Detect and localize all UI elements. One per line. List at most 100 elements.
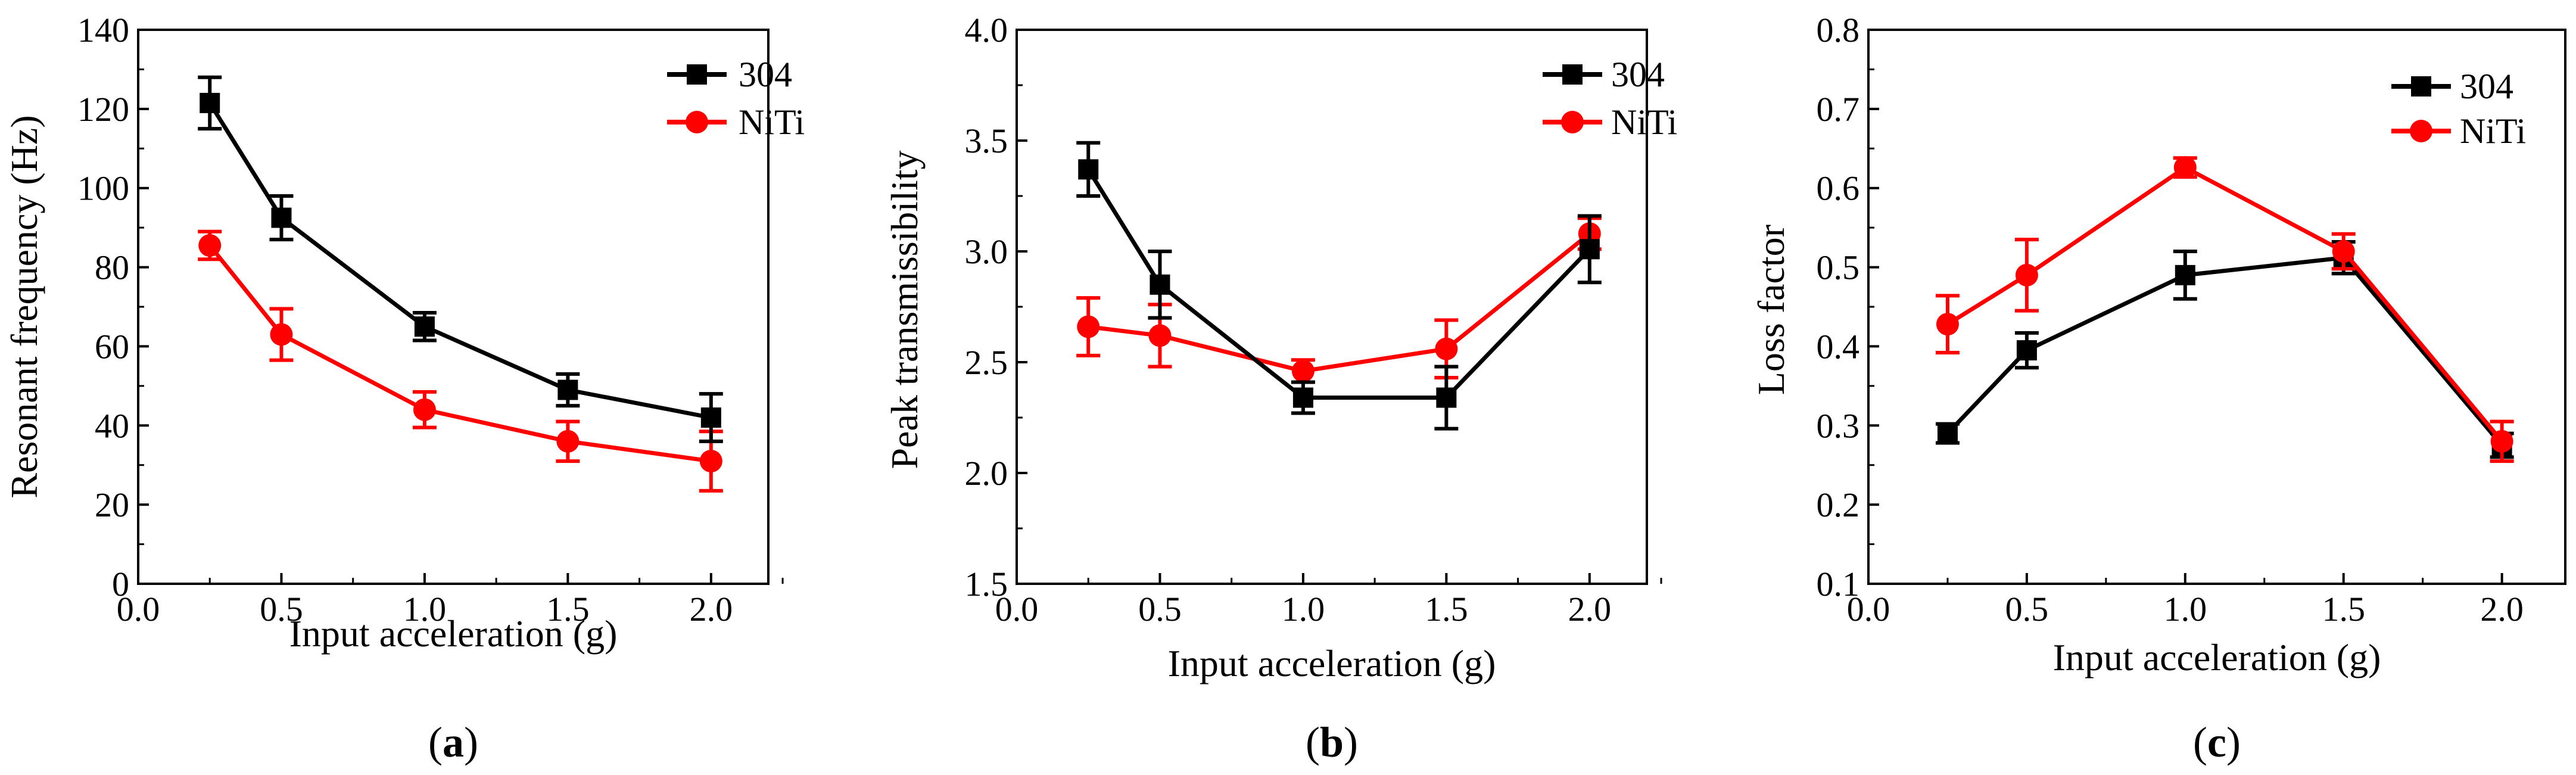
y-tick-label: 0.4 — [1817, 327, 1860, 366]
legend-marker-niti — [1561, 111, 1584, 133]
panel-a: 0 20 40 60 80 100 120 140 0.0 0.5 1.0 1.5 2.0 Input… — [3, 11, 805, 766]
y-tick-label: 2.5 — [965, 343, 1008, 382]
legend-label-niti: NiTi — [1611, 102, 1677, 142]
y-axis-label: Peak transmissibility — [883, 150, 926, 469]
x-tick-label: 1.5 — [546, 590, 590, 628]
data-point-304 — [557, 379, 578, 400]
x-tick-label: 0.5 — [260, 590, 303, 628]
y-tick-label: 140 — [77, 11, 129, 49]
y-tick-label: 3.5 — [965, 122, 1008, 160]
legend: 304 NiTi — [2391, 67, 2526, 151]
y-tick-label: 0 — [112, 565, 129, 603]
data-point-niti — [198, 234, 222, 257]
series-line-niti — [208, 244, 712, 463]
panel-caption: (c) — [2193, 718, 2241, 766]
legend-label-niti: NiTi — [739, 102, 805, 142]
y-tick-label: 0.7 — [1817, 90, 1860, 129]
plot-frame — [1016, 29, 1648, 585]
x-tick-label: 0.0 — [117, 590, 160, 628]
plot-frame — [137, 29, 770, 585]
y-ticks: 0.1 0.2 0.3 0.4 0.5 0.6 0.7 0.8 — [1817, 11, 1879, 603]
data-point-304 — [2016, 340, 2037, 361]
legend: 304 NiTi — [1543, 55, 1677, 142]
x-tick-label: 1.5 — [1425, 590, 1468, 628]
y-tick-label: 0.8 — [1817, 11, 1860, 49]
y-tick-label: 0.3 — [1817, 406, 1860, 445]
y-ticks: 1.5 2.0 2.5 3.0 3.5 4.0 — [965, 11, 1027, 603]
y-tick-label: 20 — [95, 485, 129, 524]
x-tick-label: 1.5 — [2322, 590, 2365, 628]
data-point-niti — [2015, 263, 2038, 287]
data-point-304 — [2175, 264, 2195, 285]
y-tick-label: 1.5 — [965, 565, 1008, 603]
panel-caption: (a) — [428, 718, 478, 766]
data-point-304 — [700, 407, 721, 428]
data-point-304 — [1078, 159, 1099, 180]
x-tick-label: 2.0 — [2480, 590, 2524, 628]
y-tick-label: 60 — [95, 327, 129, 366]
panel-caption: (b) — [1306, 718, 1358, 766]
x-tick-label: 0.0 — [995, 590, 1039, 628]
data-point-niti — [1291, 359, 1315, 382]
series-line-niti — [1946, 165, 2504, 443]
y-tick-label: 4.0 — [965, 11, 1008, 49]
legend-marker-304 — [2411, 76, 2431, 97]
y-ticks: 0 20 40 60 80 100 120 140 — [77, 11, 149, 603]
y-tick-label: 120 — [77, 90, 129, 129]
x-ticks: 0.0 0.5 1.0 1.5 2.0 — [1847, 573, 2524, 628]
x-ticks: 0.0 0.5 1.0 1.5 2.0 — [995, 573, 1662, 628]
y-tick-label: 3.0 — [965, 232, 1008, 271]
y-tick-label: 2.0 — [965, 454, 1008, 493]
data-point-niti — [270, 323, 293, 346]
x-tick-label: 0.5 — [1138, 590, 1182, 628]
data-point-niti — [1936, 313, 1959, 336]
y-tick-label: 0.1 — [1817, 565, 1860, 603]
data-point-304 — [1150, 274, 1170, 295]
y-tick-label: 0.2 — [1817, 485, 1860, 524]
y-tick-label: 0.5 — [1817, 248, 1860, 287]
legend-label-niti: NiTi — [2460, 111, 2526, 151]
x-axis-label: Input acceleration (g) — [2053, 636, 2381, 678]
panel-c: 0.1 0.2 0.3 0.4 0.5 0.6 0.7 0.8 0.0 0.5 1.0 1.5 2.0… — [1750, 11, 2566, 766]
panel-b: 1.5 2.0 2.5 3.0 3.5 4.0 0.0 0.5 1.0 1.5 2.0 Input… — [883, 11, 1677, 766]
legend-label-304: 304 — [1611, 55, 1665, 94]
data-point-304 — [1937, 423, 1958, 444]
x-tick-label: 2.0 — [1568, 590, 1612, 628]
x-tick-label: 1.0 — [1282, 590, 1325, 628]
x-tick-label: 0.0 — [1847, 590, 1890, 628]
data-point-niti — [2490, 429, 2513, 453]
data-point-niti — [2332, 240, 2355, 263]
legend-label-304: 304 — [2460, 67, 2513, 106]
data-point-niti — [556, 429, 580, 453]
y-tick-label: 100 — [77, 169, 129, 208]
data-point-304 — [1579, 239, 1600, 260]
legend-marker-304 — [1562, 64, 1583, 85]
data-point-304 — [1436, 387, 1457, 408]
y-tick-label: 80 — [95, 248, 129, 287]
x-tick-label: 0.5 — [2005, 590, 2049, 628]
y-axis-label: Resonant frequency (Hz) — [3, 115, 45, 498]
data-point-niti — [413, 398, 436, 421]
x-tick-label: 1.0 — [2164, 590, 2207, 628]
data-point-niti — [699, 450, 722, 473]
x-ticks: 0.0 0.5 1.0 1.5 2.0 — [117, 573, 784, 628]
series-line-niti — [1088, 232, 1591, 374]
x-tick-label: 2.0 — [690, 590, 733, 628]
legend-marker-niti — [686, 111, 708, 133]
data-point-304 — [200, 92, 220, 113]
y-axis-label: Loss factor — [1750, 225, 1792, 395]
x-axis-label: Input acceleration (g) — [1168, 642, 1496, 684]
legend-label-304: 304 — [739, 55, 792, 94]
data-point-niti — [1077, 315, 1100, 338]
y-tick-label: 40 — [95, 406, 129, 445]
x-tick-label: 1.0 — [403, 590, 447, 628]
legend-marker-niti — [2410, 120, 2432, 142]
data-point-304 — [271, 207, 292, 228]
legend-marker-304 — [687, 64, 707, 85]
legend: 304 NiTi — [667, 55, 805, 142]
data-point-304 — [1292, 387, 1313, 408]
data-point-niti — [2173, 156, 2197, 179]
data-point-niti — [1148, 324, 1172, 347]
data-point-niti — [1435, 337, 1458, 360]
